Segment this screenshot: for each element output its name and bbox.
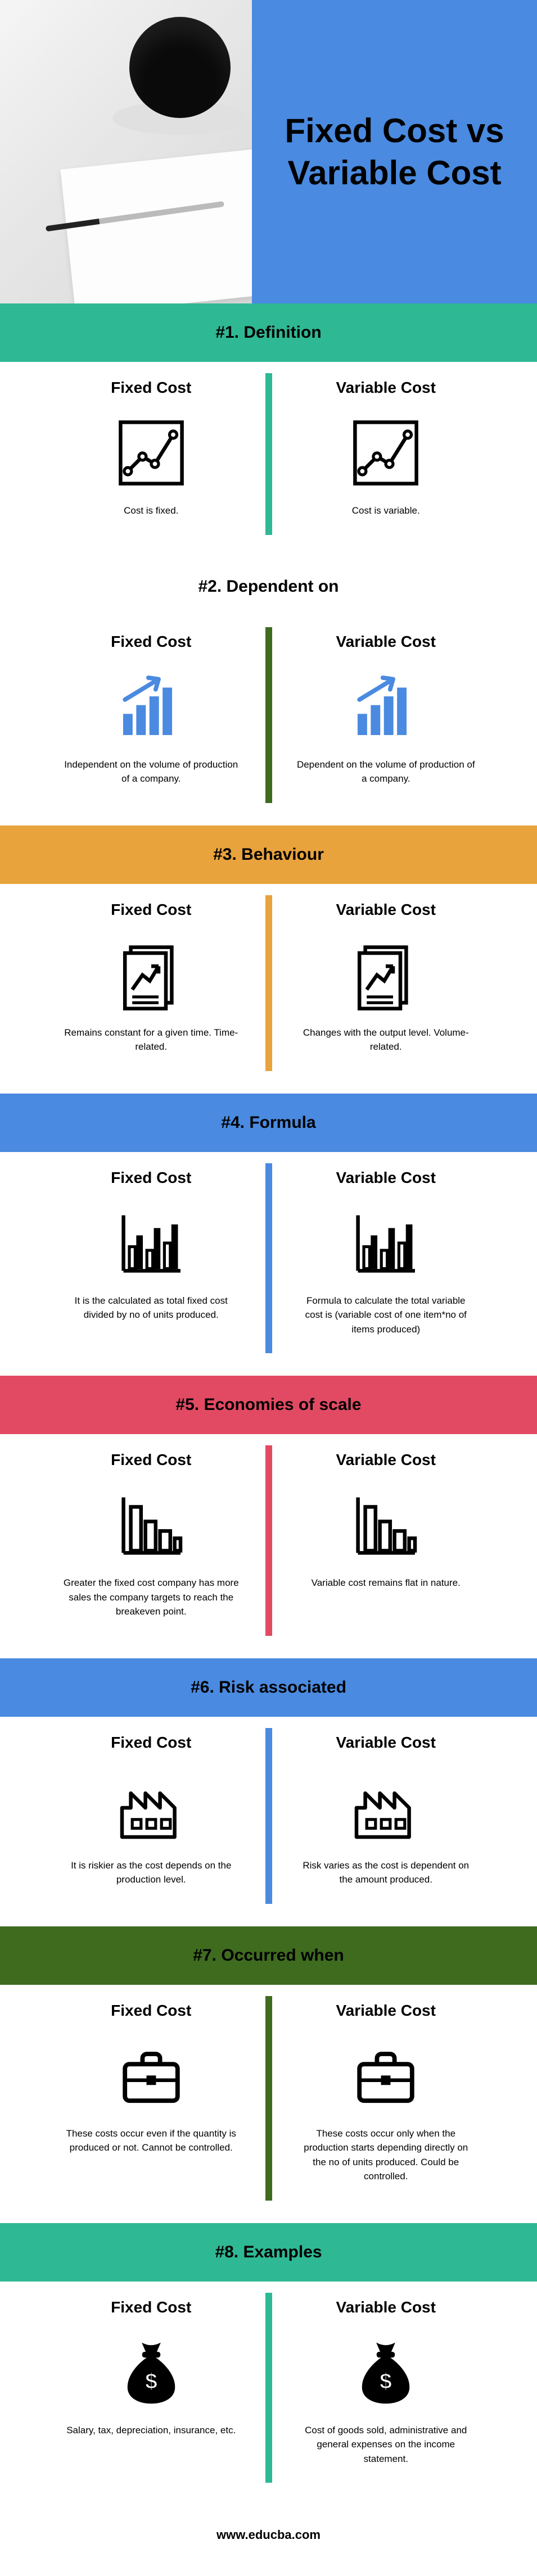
line-chart-icon [297, 414, 476, 492]
money-bag-icon [62, 2333, 241, 2412]
compare-definition: Fixed Cost Cost is fixed. Variable Cost … [0, 362, 537, 557]
footer-url: www.educba.com [0, 2505, 537, 2576]
doc-chart-icon [297, 936, 476, 1014]
right-desc: Variable cost remains flat in nature. [297, 1576, 476, 1590]
compare-examples: Fixed Cost Salary, tax, depreciation, in… [0, 2282, 537, 2506]
hero-photo [0, 0, 252, 303]
left-title: Fixed Cost [62, 379, 241, 397]
right-col: Variable Cost Cost is variable. [269, 379, 504, 518]
right-desc: Changes with the output level. Volume-re… [297, 1026, 476, 1054]
right-title: Variable Cost [297, 1451, 476, 1469]
compare-economies: Fixed Cost Greater the fixed cost compan… [0, 1434, 537, 1658]
right-col: Variable Cost These costs occur only whe… [269, 2002, 504, 2184]
money-bag-icon [297, 2333, 476, 2412]
left-col: Fixed Cost It is the calculated as total… [34, 1169, 269, 1337]
left-title: Fixed Cost [62, 1734, 241, 1752]
doc-chart-icon [62, 936, 241, 1014]
page-title: Fixed Cost vs Variable Cost [274, 110, 515, 194]
right-desc: Risk varies as the cost is dependent on … [297, 1858, 476, 1887]
left-title: Fixed Cost [62, 2002, 241, 2020]
left-title: Fixed Cost [62, 1451, 241, 1469]
left-col: Fixed Cost Cost is fixed. [34, 379, 269, 518]
right-desc: These costs occur only when the producti… [297, 2126, 476, 2184]
right-desc: Formula to calculate the total variable … [297, 1294, 476, 1337]
compare-dependent: Fixed Cost Independent on the volume of … [0, 616, 537, 826]
bar-up-icon [62, 668, 241, 746]
section-head-definition: #1. Definition [0, 303, 537, 362]
left-title: Fixed Cost [62, 901, 241, 919]
right-col: Variable Cost Variable cost remains flat… [269, 1451, 504, 1619]
factory-icon [62, 1768, 241, 1847]
line-chart-icon [62, 414, 241, 492]
right-title: Variable Cost [297, 1734, 476, 1752]
right-title: Variable Cost [297, 2002, 476, 2020]
section-head-examples: #8. Examples [0, 2223, 537, 2282]
left-col: Fixed Cost These costs occur even if the… [34, 2002, 269, 2184]
mixed-bars-icon [62, 1204, 241, 1282]
bars-down-icon [62, 1486, 241, 1564]
bar-up-icon [297, 668, 476, 746]
section-head-risk: #6. Risk associated [0, 1658, 537, 1717]
left-desc: It is riskier as the cost depends on the… [62, 1858, 241, 1887]
section-head-behaviour: #3. Behaviour [0, 826, 537, 884]
briefcase-icon [297, 2037, 476, 2115]
section-head-economies: #5. Economies of scale [0, 1376, 537, 1434]
left-col: Fixed Cost Independent on the volume of … [34, 633, 269, 786]
mixed-bars-icon [297, 1204, 476, 1282]
right-title: Variable Cost [297, 633, 476, 651]
compare-risk: Fixed Cost It is riskier as the cost dep… [0, 1717, 537, 1926]
left-col: Fixed Cost Salary, tax, depreciation, in… [34, 2298, 269, 2466]
right-title: Variable Cost [297, 901, 476, 919]
compare-formula: Fixed Cost It is the calculated as total… [0, 1152, 537, 1376]
hero: Fixed Cost vs Variable Cost [0, 0, 537, 303]
section-head-occurred: #7. Occurred when [0, 1926, 537, 1985]
right-col: Variable Cost Formula to calculate the t… [269, 1169, 504, 1337]
left-col: Fixed Cost It is riskier as the cost dep… [34, 1734, 269, 1887]
left-title: Fixed Cost [62, 2298, 241, 2316]
left-title: Fixed Cost [62, 633, 241, 651]
left-desc: It is the calculated as total fixed cost… [62, 1294, 241, 1322]
right-desc: Cost of goods sold, administrative and g… [297, 2423, 476, 2466]
right-col: Variable Cost Changes with the output le… [269, 901, 504, 1054]
left-col: Fixed Cost Remains constant for a given … [34, 901, 269, 1054]
right-title: Variable Cost [297, 1169, 476, 1187]
right-desc: Cost is variable. [297, 504, 476, 518]
left-desc: Salary, tax, depreciation, insurance, et… [62, 2423, 241, 2438]
left-desc: Independent on the volume of production … [62, 758, 241, 786]
factory-icon [297, 1768, 476, 1847]
right-col: Variable Cost Cost of goods sold, admini… [269, 2298, 504, 2466]
right-col: Variable Cost Dependent on the volume of… [269, 633, 504, 786]
bars-down-icon [297, 1486, 476, 1564]
left-title: Fixed Cost [62, 1169, 241, 1187]
section-head-dependent: #2. Dependent on [0, 557, 537, 616]
hero-title-block: Fixed Cost vs Variable Cost [252, 0, 537, 303]
right-title: Variable Cost [297, 2298, 476, 2316]
section-head-formula: #4. Formula [0, 1094, 537, 1152]
right-desc: Dependent on the volume of production of… [297, 758, 476, 786]
left-desc: Cost is fixed. [62, 504, 241, 518]
left-desc: Remains constant for a given time. Time-… [62, 1026, 241, 1054]
compare-behaviour: Fixed Cost Remains constant for a given … [0, 884, 537, 1094]
briefcase-icon [62, 2037, 241, 2115]
left-desc: These costs occur even if the quantity i… [62, 2126, 241, 2155]
left-col: Fixed Cost Greater the fixed cost compan… [34, 1451, 269, 1619]
left-desc: Greater the fixed cost company has more … [62, 1576, 241, 1619]
right-col: Variable Cost Risk varies as the cost is… [269, 1734, 504, 1887]
compare-occurred: Fixed Cost These costs occur even if the… [0, 1985, 537, 2223]
right-title: Variable Cost [297, 379, 476, 397]
